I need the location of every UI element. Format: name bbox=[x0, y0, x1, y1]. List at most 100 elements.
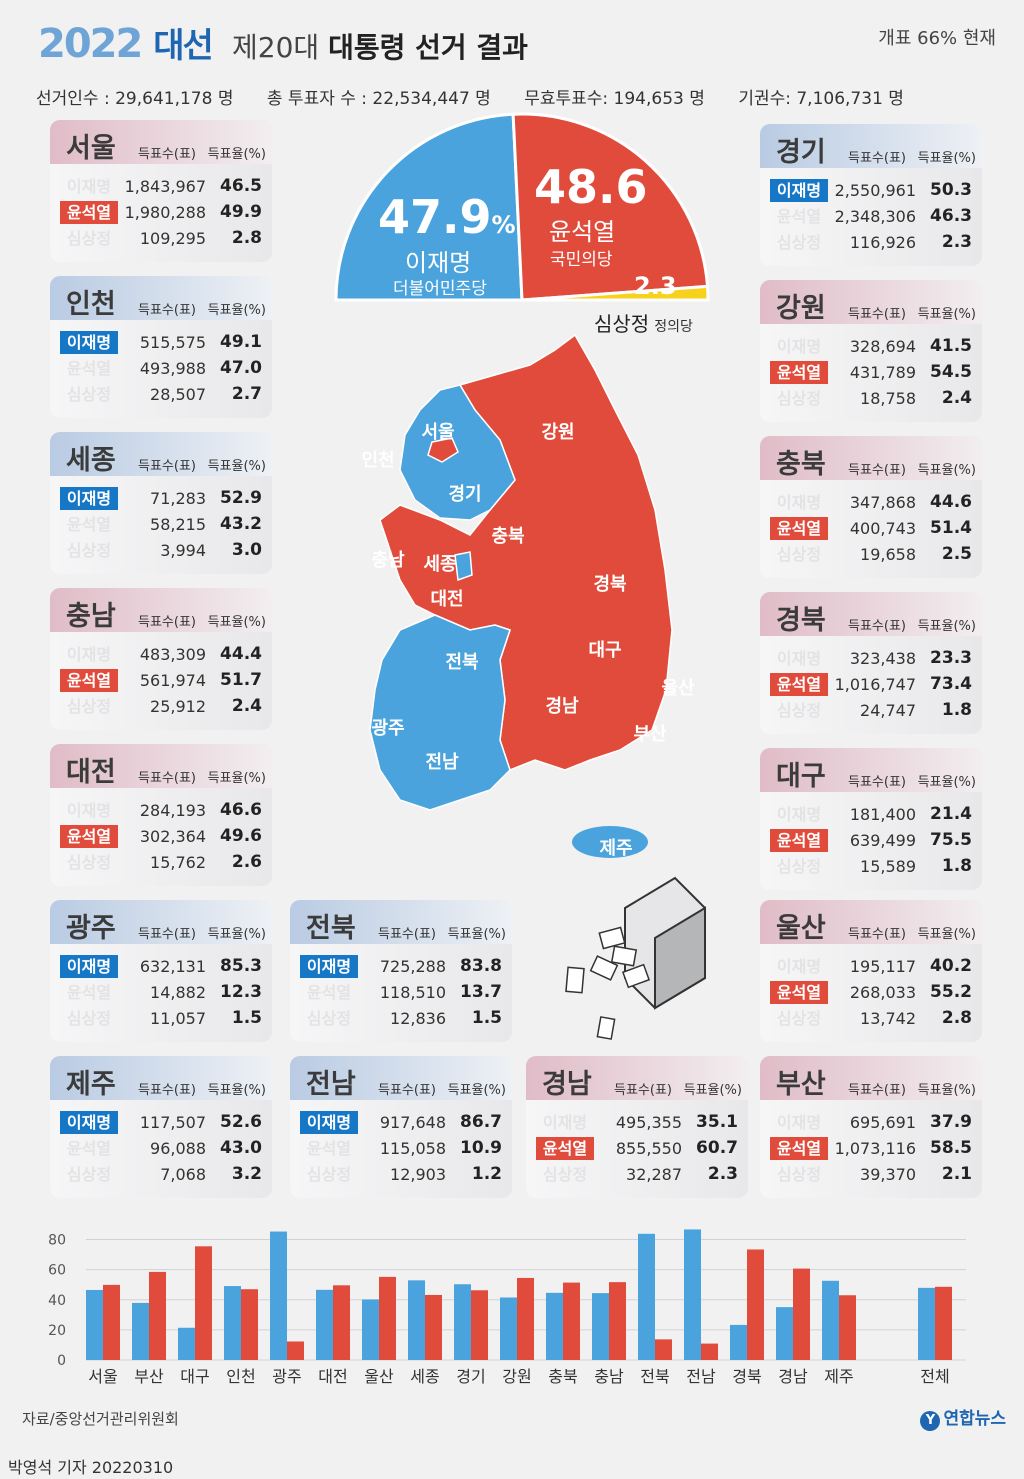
bar-yoon bbox=[195, 1246, 212, 1360]
candidate-name: 윤석열 bbox=[770, 673, 828, 696]
region-card: 충남 득표수(표) 득표율(%) 이재명 483,309 44.4 윤석열 561,… bbox=[50, 588, 272, 730]
stat-electorate: 선거인수 : 29,641,178 명 bbox=[36, 89, 234, 109]
candidate-name: 이재명 bbox=[776, 493, 822, 512]
votes-header: 득표수(표) bbox=[614, 1083, 672, 1098]
rate-header: 득표율(%) bbox=[447, 1083, 506, 1098]
region-card: 서울 득표수(표) 득표율(%) 이재명 1,843,967 46.5 윤석열 1,… bbox=[50, 120, 272, 262]
region-card-header bbox=[760, 1056, 982, 1100]
stat-abstain: 기권수: 7,106,731 명 bbox=[738, 89, 904, 109]
region-card-header bbox=[760, 592, 982, 636]
y-tick-label: 80 bbox=[48, 1233, 66, 1249]
candidate-name: 이재명 bbox=[60, 487, 118, 510]
x-category-label: 부산 bbox=[134, 1367, 164, 1386]
candidate-row: 심상정 109,295 2.8 bbox=[50, 227, 272, 251]
vote-rate: 13.7 bbox=[460, 982, 502, 1002]
candidate-name: 이재명 bbox=[300, 1111, 358, 1134]
candidate-row: 이재명 284,193 46.6 bbox=[50, 799, 272, 823]
votes-header: 득표수(표) bbox=[848, 927, 906, 942]
region-name: 부산 bbox=[776, 1069, 826, 1100]
candidate-row: 심상정 32,287 2.3 bbox=[526, 1163, 748, 1187]
candidate-row: 윤석열 14,882 12.3 bbox=[50, 981, 272, 1005]
candidate-row: 심상정 12,836 1.5 bbox=[290, 1007, 512, 1031]
vote-count: 3,994 bbox=[160, 541, 206, 560]
candidate-name: 심상정 bbox=[306, 1165, 352, 1184]
pie-slice-yoon bbox=[511, 112, 710, 302]
bar-lee bbox=[822, 1280, 839, 1360]
votes-header: 득표수(표) bbox=[848, 619, 906, 634]
count-status: 개표 66% 현재 bbox=[878, 28, 996, 49]
map-blue-honam bbox=[369, 614, 511, 811]
pie-label-yoon: 48.6 bbox=[534, 160, 648, 214]
candidate-row: 심상정 3,994 3.0 bbox=[50, 539, 272, 563]
vote-rate: 2.3 bbox=[941, 232, 972, 252]
bar-yoon bbox=[935, 1286, 952, 1360]
bar-lee bbox=[546, 1292, 563, 1360]
x-category-label: 제주 bbox=[824, 1367, 853, 1386]
candidate-row: 윤석열 96,088 43.0 bbox=[50, 1137, 272, 1161]
region-name: 광주 bbox=[66, 913, 116, 944]
vote-rate: 49.1 bbox=[220, 332, 262, 352]
candidate-row: 이재명 181,400 21.4 bbox=[760, 803, 982, 827]
candidate-name: 이재명 bbox=[66, 801, 112, 820]
bar-yoon bbox=[103, 1284, 120, 1360]
region-card-header bbox=[50, 120, 272, 164]
candidate-name: 윤석열 bbox=[60, 201, 118, 224]
stat-voters: 총 투표자 수 : 22,534,447 명 bbox=[266, 89, 491, 109]
rate-header: 득표율(%) bbox=[917, 307, 976, 322]
map-label: 경기 bbox=[448, 484, 481, 505]
rate-header: 득표율(%) bbox=[917, 927, 976, 942]
candidate-name: 이재명 bbox=[60, 331, 118, 354]
vote-rate: 2.5 bbox=[941, 544, 972, 564]
candidate-row: 심상정 15,589 1.8 bbox=[760, 855, 982, 879]
x-category-label: 전남 bbox=[686, 1367, 716, 1386]
bar-lee bbox=[500, 1297, 517, 1360]
votes-header: 득표수(표) bbox=[138, 615, 196, 630]
candidate-name: 심상정 bbox=[66, 1009, 112, 1028]
candidate-row: 윤석열 1,073,116 58.5 bbox=[760, 1137, 982, 1161]
map-label: 경남 bbox=[545, 696, 579, 717]
map-label: 세종 bbox=[423, 554, 456, 575]
region-name: 경남 bbox=[542, 1069, 592, 1100]
region-card-header bbox=[760, 900, 982, 944]
candidate-name: 윤석열 bbox=[770, 981, 828, 1004]
region-card-header bbox=[760, 436, 982, 480]
votes-header: 득표수(표) bbox=[138, 771, 196, 786]
vote-rate: 40.2 bbox=[930, 956, 972, 976]
bar-lee bbox=[684, 1229, 701, 1360]
region-card: 세종 득표수(표) 득표율(%) 이재명 71,283 52.9 윤석열 58,21… bbox=[50, 432, 272, 574]
region-name: 울산 bbox=[776, 913, 826, 944]
candidate-row: 심상정 15,762 2.6 bbox=[50, 851, 272, 875]
candidate-row: 윤석열 118,510 13.7 bbox=[290, 981, 512, 1005]
x-category-label: 서울 bbox=[88, 1367, 117, 1386]
y-tick-label: 0 bbox=[57, 1353, 66, 1369]
candidate-name: 이재명 bbox=[66, 177, 112, 196]
candidate-row: 이재명 695,691 37.9 bbox=[760, 1111, 982, 1135]
votes-header: 득표수(표) bbox=[848, 151, 906, 166]
map-blue-sejong bbox=[454, 551, 473, 582]
candidate-name: 이재명 bbox=[60, 955, 118, 978]
vote-rate: 1.2 bbox=[471, 1164, 502, 1184]
votes-header: 득표수(표) bbox=[138, 1083, 196, 1098]
candidate-name: 윤석열 bbox=[770, 1137, 828, 1160]
map-label: 대구 bbox=[588, 640, 621, 661]
stat-invalid: 무효투표수: 194,653 명 bbox=[524, 89, 705, 109]
votes-header: 득표수(표) bbox=[848, 307, 906, 322]
pie-label-sim: 2.3 bbox=[634, 272, 677, 300]
vote-rate: 2.8 bbox=[231, 228, 262, 248]
region-name: 경북 bbox=[776, 605, 826, 636]
candidate-name: 윤석열 bbox=[776, 207, 822, 226]
pie-party-lee: 더불어민주당 bbox=[393, 279, 487, 299]
bar-yoon bbox=[471, 1290, 488, 1360]
vote-count: 495,355 bbox=[615, 1113, 682, 1132]
bar-lee bbox=[132, 1302, 149, 1360]
candidate-name: 윤석열 bbox=[306, 983, 352, 1002]
region-name: 충남 bbox=[66, 601, 116, 632]
vote-rate: 2.7 bbox=[231, 384, 262, 404]
vote-count: 639,499 bbox=[849, 831, 916, 850]
vote-count: 32,287 bbox=[626, 1165, 682, 1184]
vote-rate: 46.6 bbox=[220, 800, 262, 820]
vote-rate: 43.0 bbox=[220, 1138, 262, 1158]
vote-count: 302,364 bbox=[139, 827, 206, 846]
x-category-label: 인천 bbox=[226, 1367, 255, 1386]
x-category-label: 충남 bbox=[594, 1367, 624, 1386]
